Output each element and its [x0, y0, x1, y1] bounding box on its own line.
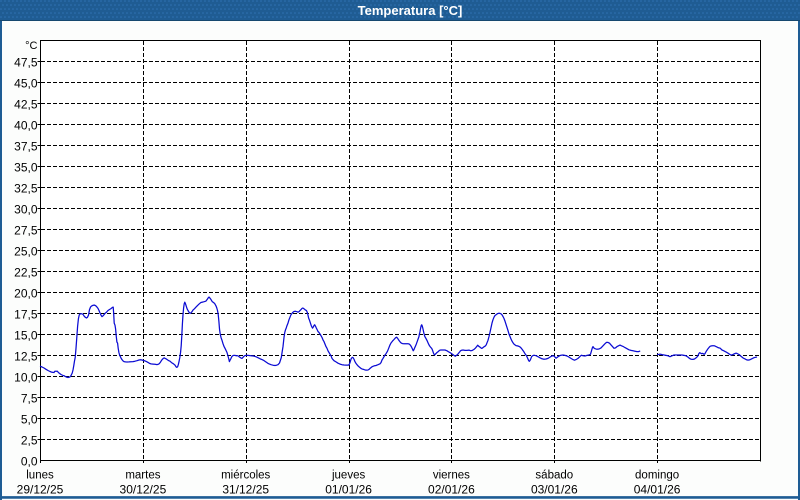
svg-text:viernes: viernes	[433, 469, 470, 481]
svg-text:35,0: 35,0	[14, 161, 38, 175]
svg-text:°C: °C	[25, 40, 37, 52]
svg-text:2,5: 2,5	[21, 434, 38, 448]
svg-text:7,5: 7,5	[21, 392, 38, 406]
svg-text:domingo: domingo	[635, 469, 679, 481]
svg-text:42,5: 42,5	[14, 98, 38, 112]
svg-text:Temperatura [°C]: Temperatura [°C]	[358, 3, 463, 18]
svg-text:5,0: 5,0	[21, 413, 38, 427]
svg-text:20,0: 20,0	[14, 287, 38, 301]
svg-text:27,5: 27,5	[14, 224, 38, 238]
svg-text:32,5: 32,5	[14, 182, 38, 196]
svg-text:47,5: 47,5	[14, 56, 38, 70]
svg-text:10,0: 10,0	[14, 371, 38, 385]
svg-text:30,0: 30,0	[14, 203, 38, 217]
svg-text:02/01/26: 02/01/26	[428, 482, 475, 496]
svg-text:04/01/26: 04/01/26	[634, 482, 681, 496]
svg-text:jueves: jueves	[331, 469, 365, 481]
svg-text:17,5: 17,5	[14, 308, 38, 322]
svg-text:0,0: 0,0	[21, 455, 38, 469]
svg-text:40,0: 40,0	[14, 119, 38, 133]
svg-text:sábado: sábado	[535, 469, 573, 481]
svg-text:30/12/25: 30/12/25	[120, 482, 167, 496]
svg-text:03/01/26: 03/01/26	[531, 482, 578, 496]
svg-text:miércoles: miércoles	[221, 469, 270, 481]
svg-text:37,5: 37,5	[14, 140, 38, 154]
svg-text:12,5: 12,5	[14, 350, 38, 364]
svg-text:45,0: 45,0	[14, 77, 38, 91]
svg-text:25,0: 25,0	[14, 245, 38, 259]
svg-text:31/12/25: 31/12/25	[222, 482, 269, 496]
svg-text:22,5: 22,5	[14, 266, 38, 280]
svg-text:martes: martes	[125, 469, 160, 481]
svg-text:lunes: lunes	[26, 469, 54, 481]
svg-text:15,0: 15,0	[14, 329, 38, 343]
svg-text:29/12/25: 29/12/25	[17, 482, 64, 496]
svg-text:01/01/26: 01/01/26	[325, 482, 372, 496]
